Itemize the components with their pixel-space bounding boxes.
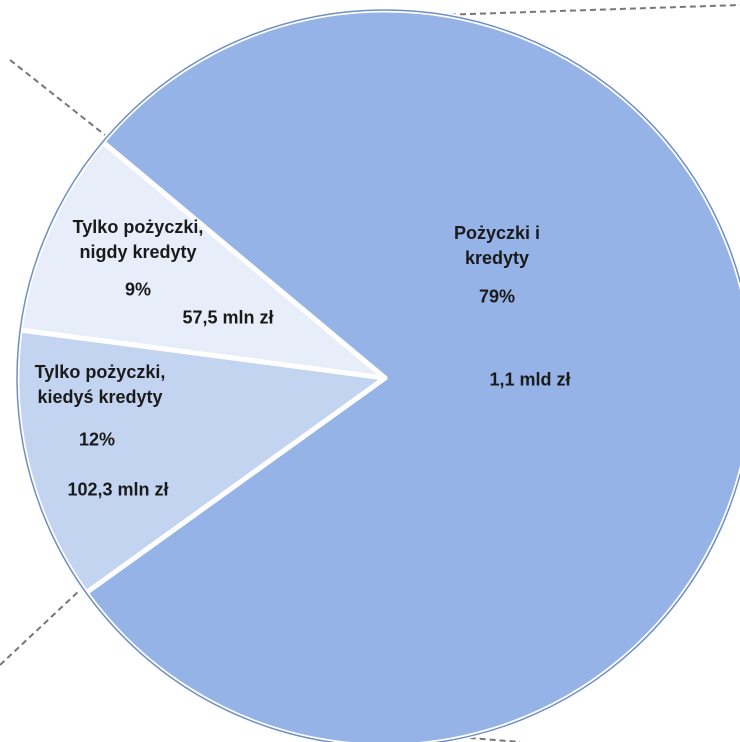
pie-outline: [16, 9, 740, 742]
value-label: 79%: [478, 286, 516, 307]
leader-line: [0, 589, 81, 666]
slice-label: Pożyczki i kredyty: [453, 223, 541, 268]
value-label: 12%: [78, 429, 116, 450]
amount-label: 1,1 mld zł: [489, 369, 571, 390]
amount-label: 57,5 mln zł: [182, 307, 274, 328]
slice-label: Tylko pożyczki, kiedyś kredyty: [34, 362, 166, 407]
slice-label: Tylko pożyczki, nigdy kredyty: [72, 217, 204, 262]
leader-line: [9, 59, 106, 136]
leader-line: [439, 4, 740, 16]
value-label: 9%: [124, 279, 152, 300]
amount-label: 102,3 mln zł: [67, 479, 169, 500]
